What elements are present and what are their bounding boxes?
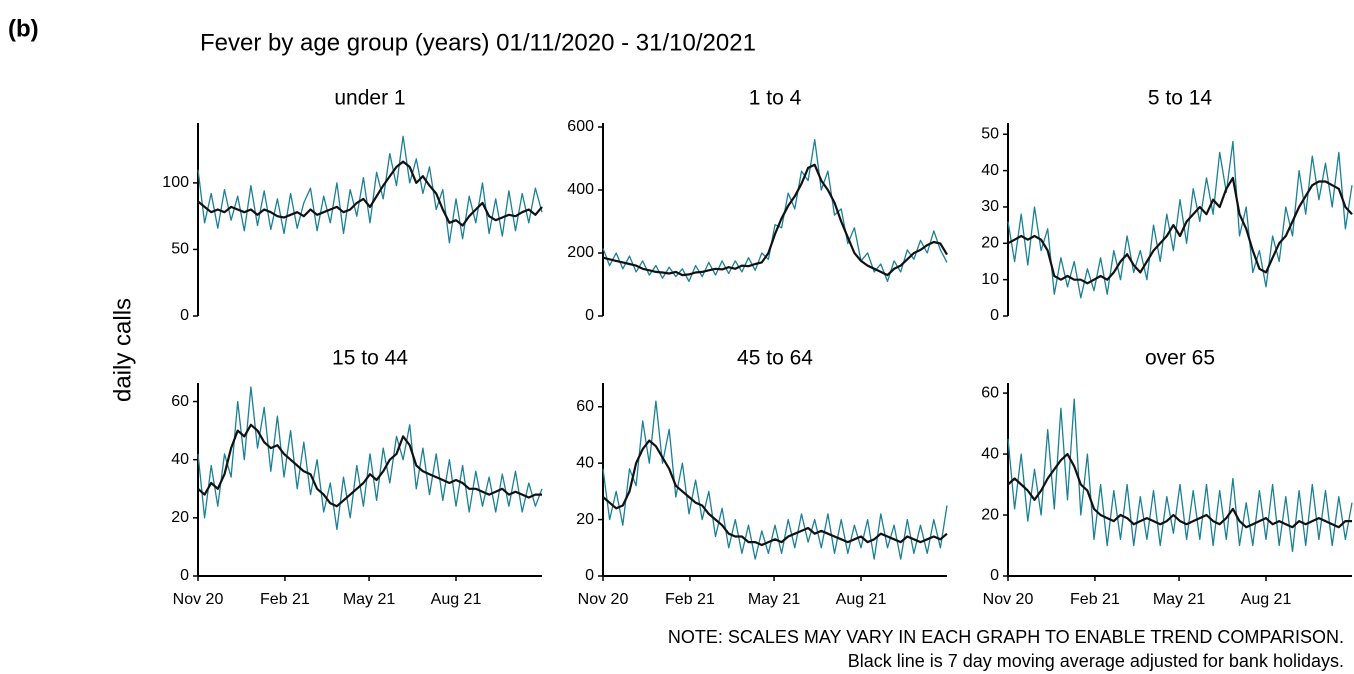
y-tick-label: 0	[180, 567, 189, 584]
y-tick-label: 0	[585, 307, 594, 324]
panel-title: over 65	[1145, 347, 1215, 370]
daily-line	[602, 138, 948, 283]
y-axis-title: daily calls	[109, 298, 136, 402]
panel-title: under 1	[334, 87, 405, 110]
x-tick-label: Aug 21	[836, 591, 887, 608]
y-tick-label: 30	[981, 198, 999, 215]
x-tick-label: Feb 21	[260, 591, 310, 608]
y-tick-label: 60	[576, 398, 594, 415]
x-tick-label: May 21	[343, 591, 396, 608]
panel-label: (b)	[8, 15, 39, 42]
daily-line	[1007, 140, 1353, 299]
y-tick-label: 50	[981, 125, 999, 142]
y-tick-label: 0	[180, 307, 189, 324]
daily-line	[602, 400, 948, 560]
y-tick-label: 100	[162, 174, 189, 191]
y-tick-label: 60	[981, 384, 999, 401]
daily-line	[197, 386, 543, 531]
y-tick-label: 0	[990, 307, 999, 324]
average-line	[1007, 176, 1353, 285]
x-tick-label: Aug 21	[431, 591, 482, 608]
chart-title: Fever by age group (years) 01/11/2020 - …	[200, 29, 756, 56]
y-tick-label: 0	[990, 567, 999, 584]
average-line	[602, 163, 948, 277]
panel-title: 1 to 4	[749, 87, 802, 110]
x-tick-label: May 21	[748, 591, 801, 608]
panel-title: 5 to 14	[1148, 87, 1213, 110]
panel-title: 15 to 44	[332, 347, 408, 370]
y-tick-label: 40	[576, 454, 594, 471]
average-line	[1007, 453, 1352, 529]
x-tick-label: Nov 20	[578, 591, 629, 608]
average-line	[197, 160, 543, 227]
y-tick-label: 40	[981, 445, 999, 462]
x-tick-label: May 21	[1153, 591, 1206, 608]
x-tick-label: Feb 21	[1070, 591, 1120, 608]
x-tick-label: Nov 20	[983, 591, 1034, 608]
x-tick-label: Nov 20	[173, 591, 224, 608]
y-tick-label: 20	[171, 509, 189, 526]
y-tick-label: 400	[567, 181, 594, 198]
average-line	[197, 423, 542, 508]
y-tick-label: 0	[585, 567, 594, 584]
y-tick-label: 40	[171, 451, 189, 468]
x-tick-label: Feb 21	[665, 591, 715, 608]
y-tick-label: 10	[981, 271, 999, 288]
note: NOTE: SCALES MAY VARY IN EACH GRAPH TO E…	[668, 627, 1344, 647]
y-tick-label: 20	[576, 511, 594, 528]
y-tick-label: 60	[171, 393, 189, 410]
daily-line	[197, 135, 543, 244]
panel-title: 45 to 64	[737, 347, 813, 370]
average-line	[602, 439, 948, 547]
x-tick-label: Aug 21	[1241, 591, 1292, 608]
note: Black line is 7 day moving average adjus…	[848, 651, 1344, 671]
y-tick-label: 600	[567, 118, 594, 135]
y-tick-label: 40	[981, 162, 999, 179]
y-tick-label: 50	[171, 241, 189, 258]
y-tick-label: 20	[981, 506, 999, 523]
y-tick-label: 200	[567, 244, 594, 261]
daily-line	[1007, 398, 1353, 553]
y-tick-label: 20	[981, 235, 999, 252]
